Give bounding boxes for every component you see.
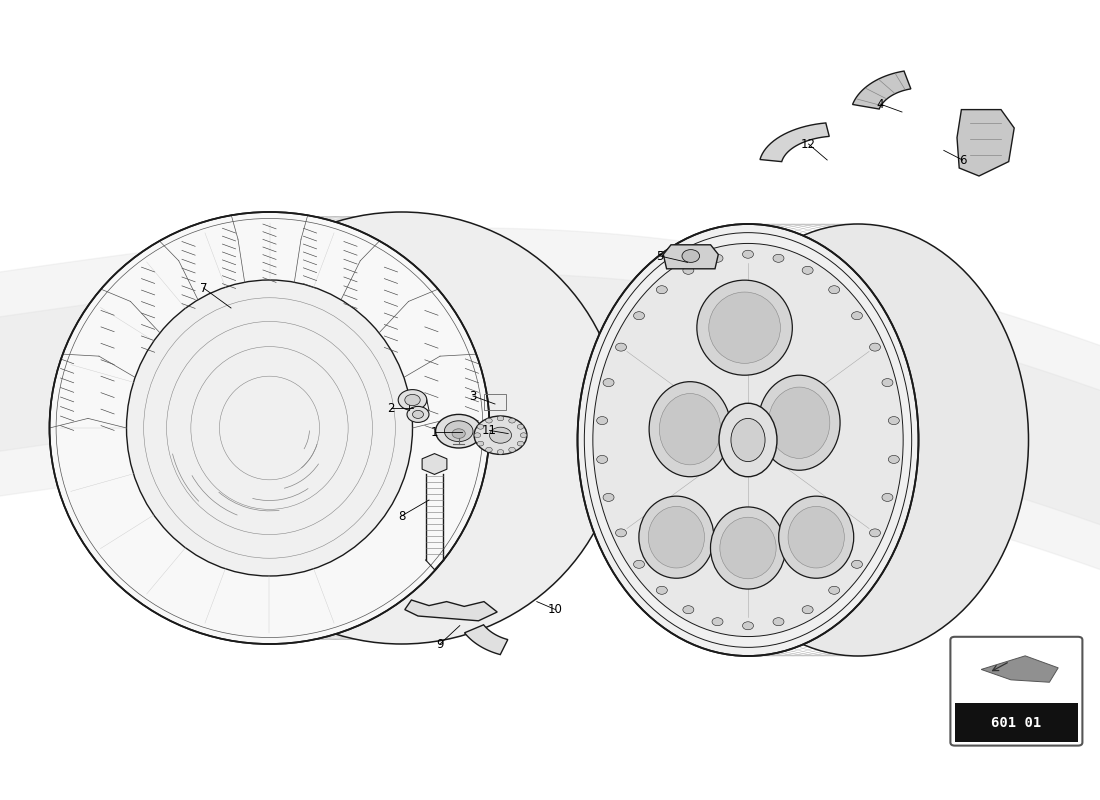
Circle shape (869, 529, 880, 537)
Circle shape (828, 586, 839, 594)
Circle shape (742, 622, 754, 630)
Text: collection parts online85: collection parts online85 (504, 461, 640, 499)
Text: 6: 6 (959, 154, 966, 166)
Polygon shape (957, 110, 1014, 176)
Ellipse shape (126, 280, 412, 576)
Circle shape (882, 378, 893, 386)
Text: 2: 2 (387, 402, 394, 414)
Text: 601 01: 601 01 (991, 716, 1042, 730)
Circle shape (889, 417, 900, 425)
Circle shape (603, 378, 614, 386)
Circle shape (634, 560, 645, 568)
Ellipse shape (719, 518, 777, 578)
Polygon shape (422, 454, 447, 474)
Polygon shape (852, 71, 911, 109)
Ellipse shape (779, 496, 854, 578)
Text: 8: 8 (398, 510, 405, 522)
Ellipse shape (688, 224, 1028, 656)
Circle shape (520, 433, 527, 438)
Circle shape (477, 424, 484, 429)
Ellipse shape (659, 394, 720, 465)
Circle shape (828, 286, 839, 294)
Circle shape (683, 606, 694, 614)
Ellipse shape (182, 212, 621, 644)
Circle shape (407, 406, 429, 422)
Circle shape (773, 254, 784, 262)
Text: 3: 3 (470, 390, 476, 402)
Ellipse shape (788, 506, 845, 568)
Circle shape (882, 494, 893, 502)
Ellipse shape (649, 382, 732, 477)
Circle shape (634, 312, 645, 320)
Ellipse shape (769, 387, 829, 458)
Circle shape (509, 418, 515, 423)
Circle shape (712, 618, 723, 626)
Ellipse shape (50, 212, 490, 644)
Circle shape (436, 414, 482, 448)
Ellipse shape (719, 403, 777, 477)
Circle shape (683, 266, 694, 274)
FancyBboxPatch shape (950, 637, 1082, 746)
Ellipse shape (732, 418, 766, 462)
Circle shape (596, 417, 607, 425)
Circle shape (851, 560, 862, 568)
Polygon shape (405, 600, 497, 621)
Circle shape (497, 416, 504, 421)
Text: 1: 1 (431, 426, 438, 438)
Circle shape (657, 586, 668, 594)
Circle shape (616, 343, 627, 351)
Circle shape (657, 286, 668, 294)
Text: 11: 11 (482, 424, 497, 437)
Circle shape (889, 455, 900, 463)
Ellipse shape (639, 496, 714, 578)
Circle shape (616, 529, 627, 537)
Circle shape (497, 450, 504, 454)
Circle shape (603, 494, 614, 502)
Ellipse shape (711, 507, 785, 589)
Polygon shape (464, 625, 508, 654)
Circle shape (509, 447, 515, 452)
Circle shape (596, 455, 607, 463)
Polygon shape (663, 245, 718, 269)
Circle shape (444, 421, 473, 442)
Circle shape (490, 427, 512, 443)
Circle shape (517, 442, 524, 446)
Text: 12: 12 (801, 138, 816, 150)
Circle shape (802, 606, 813, 614)
Ellipse shape (708, 292, 780, 363)
Circle shape (486, 447, 493, 452)
Circle shape (712, 254, 723, 262)
Circle shape (742, 250, 754, 258)
Ellipse shape (697, 280, 792, 375)
Ellipse shape (593, 243, 903, 637)
Circle shape (405, 394, 420, 406)
Text: QUARMS: QUARMS (218, 295, 618, 473)
Circle shape (802, 266, 813, 274)
Circle shape (477, 442, 484, 446)
Circle shape (869, 343, 880, 351)
Circle shape (773, 618, 784, 626)
Bar (955, 703, 1078, 742)
Circle shape (486, 418, 493, 423)
Text: 9: 9 (437, 638, 443, 650)
Ellipse shape (578, 224, 918, 656)
Ellipse shape (758, 375, 840, 470)
Circle shape (682, 250, 700, 262)
Text: 5: 5 (657, 250, 663, 262)
Polygon shape (760, 123, 829, 162)
Circle shape (398, 390, 427, 410)
Circle shape (412, 410, 424, 418)
Circle shape (474, 416, 527, 454)
Circle shape (474, 433, 481, 438)
Text: 4: 4 (877, 98, 883, 110)
Polygon shape (981, 656, 1058, 682)
Ellipse shape (648, 506, 704, 568)
Circle shape (452, 429, 465, 438)
Circle shape (517, 424, 524, 429)
Circle shape (851, 312, 862, 320)
Text: 10: 10 (548, 603, 563, 616)
Text: 7: 7 (200, 282, 207, 294)
